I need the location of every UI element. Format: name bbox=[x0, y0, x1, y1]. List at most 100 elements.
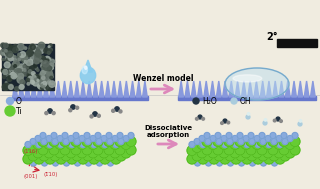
Circle shape bbox=[100, 143, 107, 149]
Circle shape bbox=[74, 139, 80, 145]
Circle shape bbox=[29, 47, 34, 52]
Circle shape bbox=[197, 139, 207, 149]
Circle shape bbox=[281, 132, 287, 139]
Circle shape bbox=[237, 146, 244, 152]
Circle shape bbox=[198, 115, 202, 119]
Circle shape bbox=[6, 58, 10, 62]
Circle shape bbox=[7, 76, 12, 81]
Circle shape bbox=[23, 154, 33, 164]
Circle shape bbox=[50, 63, 54, 67]
Circle shape bbox=[3, 69, 8, 74]
Circle shape bbox=[28, 76, 32, 80]
Polygon shape bbox=[235, 81, 240, 97]
Circle shape bbox=[93, 145, 103, 155]
Circle shape bbox=[223, 119, 227, 123]
Circle shape bbox=[285, 139, 295, 149]
Circle shape bbox=[40, 60, 42, 62]
Circle shape bbox=[4, 70, 10, 76]
Circle shape bbox=[44, 139, 54, 149]
Circle shape bbox=[250, 160, 255, 166]
Circle shape bbox=[230, 148, 240, 158]
Circle shape bbox=[38, 145, 48, 155]
Circle shape bbox=[287, 136, 293, 142]
Circle shape bbox=[45, 112, 48, 115]
Circle shape bbox=[113, 142, 119, 147]
Circle shape bbox=[6, 83, 9, 86]
Circle shape bbox=[232, 136, 238, 142]
Polygon shape bbox=[143, 81, 147, 97]
Circle shape bbox=[227, 139, 233, 145]
Circle shape bbox=[271, 139, 277, 145]
Polygon shape bbox=[310, 81, 315, 97]
Circle shape bbox=[276, 143, 282, 149]
Polygon shape bbox=[13, 81, 17, 97]
Circle shape bbox=[266, 149, 271, 154]
Circle shape bbox=[20, 66, 23, 70]
Circle shape bbox=[195, 152, 201, 157]
Polygon shape bbox=[124, 81, 129, 97]
Circle shape bbox=[24, 54, 28, 57]
Circle shape bbox=[100, 151, 107, 157]
Circle shape bbox=[37, 85, 39, 87]
Circle shape bbox=[17, 48, 19, 51]
Circle shape bbox=[33, 74, 37, 79]
Circle shape bbox=[69, 142, 75, 147]
Circle shape bbox=[28, 70, 32, 73]
Circle shape bbox=[13, 47, 18, 53]
Circle shape bbox=[18, 58, 20, 60]
Circle shape bbox=[117, 146, 124, 152]
Circle shape bbox=[85, 152, 92, 157]
Circle shape bbox=[235, 136, 245, 146]
Circle shape bbox=[11, 73, 17, 79]
Circle shape bbox=[33, 64, 36, 68]
Circle shape bbox=[84, 132, 90, 139]
Circle shape bbox=[55, 148, 65, 158]
Circle shape bbox=[214, 151, 224, 161]
Circle shape bbox=[27, 51, 30, 55]
Circle shape bbox=[51, 83, 53, 85]
Circle shape bbox=[101, 157, 108, 163]
Ellipse shape bbox=[233, 75, 262, 82]
Circle shape bbox=[110, 148, 120, 158]
Polygon shape bbox=[75, 81, 79, 97]
Circle shape bbox=[56, 146, 66, 156]
Circle shape bbox=[42, 81, 46, 86]
Circle shape bbox=[123, 143, 129, 149]
Circle shape bbox=[23, 146, 33, 156]
Circle shape bbox=[224, 136, 234, 146]
Polygon shape bbox=[223, 81, 228, 97]
Circle shape bbox=[89, 154, 99, 164]
Circle shape bbox=[211, 149, 217, 154]
Circle shape bbox=[91, 149, 97, 154]
Circle shape bbox=[68, 157, 75, 163]
Circle shape bbox=[25, 142, 31, 147]
Circle shape bbox=[39, 151, 49, 161]
Circle shape bbox=[71, 136, 81, 146]
Circle shape bbox=[242, 146, 252, 156]
Polygon shape bbox=[204, 81, 209, 97]
Circle shape bbox=[18, 69, 21, 72]
Circle shape bbox=[80, 142, 86, 147]
Circle shape bbox=[42, 76, 48, 81]
Text: OH: OH bbox=[240, 97, 252, 105]
Circle shape bbox=[269, 151, 279, 161]
Circle shape bbox=[271, 160, 277, 166]
Circle shape bbox=[58, 142, 64, 147]
Circle shape bbox=[38, 84, 44, 89]
Circle shape bbox=[49, 67, 51, 69]
Circle shape bbox=[36, 49, 40, 53]
Circle shape bbox=[187, 154, 197, 164]
Circle shape bbox=[205, 160, 212, 166]
Circle shape bbox=[220, 143, 227, 149]
Circle shape bbox=[221, 136, 227, 142]
Circle shape bbox=[285, 148, 295, 158]
Circle shape bbox=[99, 139, 109, 149]
Circle shape bbox=[19, 84, 24, 89]
Circle shape bbox=[18, 70, 25, 76]
Circle shape bbox=[79, 136, 85, 142]
Circle shape bbox=[255, 142, 261, 147]
Circle shape bbox=[83, 151, 93, 161]
Circle shape bbox=[111, 151, 117, 157]
Circle shape bbox=[49, 66, 53, 70]
Circle shape bbox=[44, 148, 54, 158]
